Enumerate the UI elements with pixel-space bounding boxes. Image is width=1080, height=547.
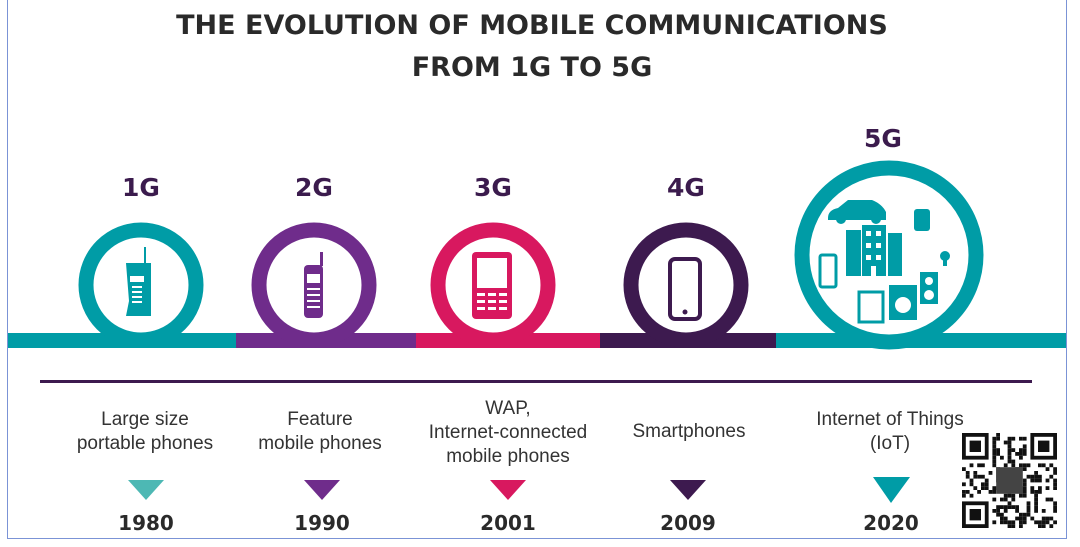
year-2g: 1990 bbox=[294, 511, 350, 535]
image-frame bbox=[7, 0, 1067, 539]
iot-devices-icon bbox=[818, 200, 950, 324]
title-line-1: THE EVOLUTION OF MOBILE COMMUNICATIONS bbox=[176, 10, 888, 41]
gen-label-1g: 1G bbox=[122, 173, 160, 202]
title-line-2: FROM 1G TO 5G bbox=[412, 52, 653, 83]
marker-2g bbox=[304, 480, 340, 500]
year-3g: 2001 bbox=[480, 511, 536, 535]
marker-4g bbox=[670, 480, 706, 500]
desc-5g-line2: (IoT) bbox=[870, 433, 910, 454]
desc-2g-line1: Feature bbox=[287, 409, 352, 430]
gen-label-3g: 3G bbox=[474, 173, 512, 202]
marker-3g bbox=[490, 480, 526, 500]
marker-5g bbox=[873, 477, 910, 503]
desc-3g-line3: mobile phones bbox=[446, 446, 570, 467]
ring-4g bbox=[623, 222, 749, 348]
year-4g: 2009 bbox=[660, 511, 716, 535]
year-1g: 1980 bbox=[118, 511, 174, 535]
desc-1g-line2: portable phones bbox=[77, 433, 213, 454]
feature-phone-icon bbox=[304, 252, 323, 318]
smartphone-icon bbox=[668, 257, 702, 321]
desc-3g-line2: Internet-connected bbox=[429, 422, 587, 443]
gen-label-5g: 5G bbox=[864, 124, 902, 153]
desc-3g-line1: WAP, bbox=[485, 398, 530, 419]
gen-label-4g: 4G bbox=[667, 173, 705, 202]
desc-4g-line1: Smartphones bbox=[632, 421, 745, 442]
divider-line bbox=[40, 380, 1032, 383]
desc-5g-line1: Internet of Things bbox=[816, 409, 964, 430]
desc-1g-line1: Large size bbox=[101, 409, 189, 430]
gen-label-2g: 2G bbox=[295, 173, 333, 202]
building-icon bbox=[846, 230, 861, 276]
year-5g: 2020 bbox=[863, 511, 919, 535]
qr-code bbox=[960, 431, 1059, 530]
phone-icon bbox=[818, 253, 838, 289]
bulb-icon bbox=[940, 251, 950, 261]
desc-2g-line2: mobile phones bbox=[258, 433, 382, 454]
brick-phone-icon bbox=[126, 247, 151, 316]
keypad-phone-icon bbox=[472, 252, 512, 319]
train-icon bbox=[914, 209, 930, 231]
marker-1g bbox=[128, 480, 164, 500]
tablet-icon bbox=[857, 290, 885, 324]
